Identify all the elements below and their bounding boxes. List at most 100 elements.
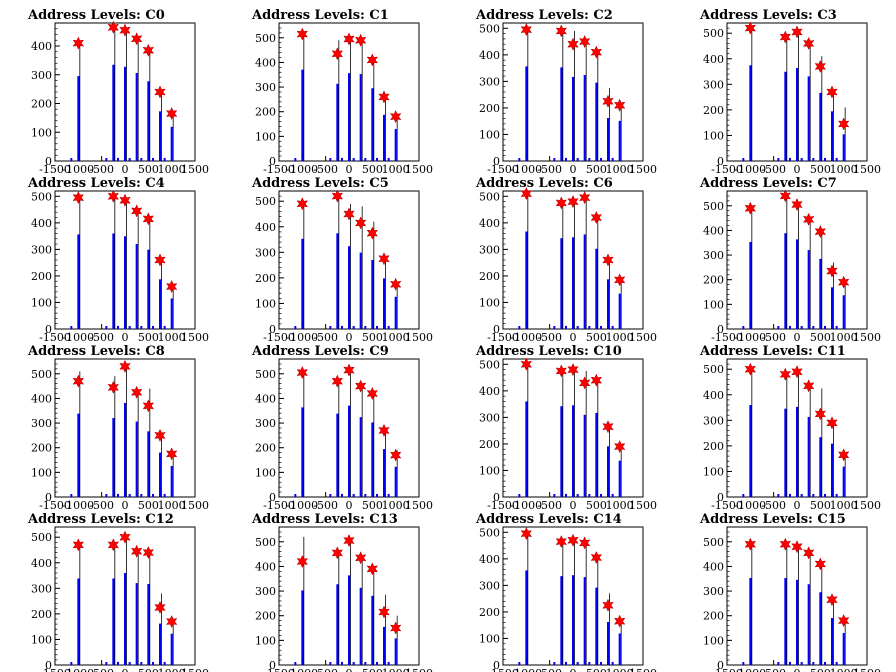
peak-star-marker (165, 614, 178, 629)
peak-star-marker (802, 36, 815, 51)
bar-stub (376, 494, 378, 497)
peak-star-marker (837, 117, 850, 131)
x-tick-label: -500 (89, 667, 114, 672)
bar (348, 405, 351, 497)
y-tick-label: 400 (479, 553, 500, 566)
peak-star-marker (602, 420, 614, 434)
bar-stub (117, 494, 119, 497)
bar (301, 407, 304, 497)
x-tick-label: 1500 (181, 667, 209, 672)
bar (359, 587, 362, 665)
peak-star-marker (107, 538, 120, 552)
bar-stub (117, 662, 119, 665)
peak-star-marker (814, 225, 827, 239)
bar-stub (105, 494, 108, 497)
x-tick-label: -1500 (487, 667, 519, 672)
bar-stub (600, 662, 602, 665)
bar (394, 466, 397, 497)
bar-stub (518, 158, 521, 161)
peak-star-marker (744, 201, 757, 215)
x-tick-label: 0 (122, 667, 129, 672)
x-tick-label: 500 (362, 499, 383, 512)
bar-stub (576, 326, 579, 329)
bar-stub (152, 662, 154, 665)
bar-stub (140, 158, 143, 161)
peak-star-marker (613, 273, 626, 287)
x-tick-label: -500 (537, 499, 562, 512)
bar (383, 278, 386, 329)
bar-stub (364, 326, 367, 329)
y-tick-label: 300 (479, 75, 500, 88)
peak-star-marker (578, 536, 591, 550)
y-tick-label: 500 (31, 190, 52, 203)
x-tick-label: 1500 (181, 163, 209, 176)
x-tick-label: -1000 (62, 163, 94, 176)
bar (159, 111, 162, 161)
chart-panel: Address Levels: C12 0 100 200 300 400 500 -1500… (27, 512, 209, 672)
bar (607, 279, 610, 329)
x-tick-label: 1000 (830, 331, 858, 344)
peak-star-marker (791, 197, 803, 212)
bar-stub (376, 662, 378, 665)
x-tick-label: 1000 (606, 163, 634, 176)
bar (749, 405, 752, 497)
bar (525, 66, 528, 161)
bar-stub (364, 158, 367, 161)
x-tick-label: 500 (362, 667, 383, 672)
bar (572, 405, 575, 497)
bar-stub (565, 662, 567, 665)
peak-star-marker (366, 562, 379, 576)
chart-title: Address Levels: C1 (251, 8, 389, 23)
bar-stub (352, 662, 355, 665)
x-tick-label: -1000 (286, 331, 318, 344)
peak-star-marker (296, 365, 309, 380)
bar (170, 298, 173, 329)
peak-star-marker (389, 110, 402, 124)
x-tick-label: 1000 (830, 667, 858, 672)
y-tick-label: 500 (255, 32, 276, 45)
bar (784, 578, 787, 665)
x-tick-label: 500 (138, 163, 159, 176)
bar (394, 638, 397, 665)
bar (124, 573, 127, 665)
x-tick-label: -1500 (711, 499, 743, 512)
bar (301, 69, 304, 161)
peak-star-marker (602, 598, 614, 612)
bar (796, 579, 799, 665)
x-tick-label: 0 (346, 667, 353, 672)
bar-stub (789, 494, 791, 497)
bar (583, 234, 586, 329)
peak-star-marker (555, 364, 568, 378)
bar (819, 437, 822, 497)
peak-star-marker (296, 554, 309, 569)
bar-stub (600, 494, 602, 497)
y-tick-label: 500 (255, 536, 276, 549)
bar (784, 408, 787, 497)
y-tick-label: 0 (717, 323, 724, 336)
bar-stub (576, 494, 579, 497)
bar-stub (800, 494, 803, 497)
peak-star-marker (130, 385, 143, 399)
x-tick-label: 500 (810, 163, 831, 176)
peak-star-marker (520, 23, 533, 37)
y-tick-label: 200 (31, 270, 52, 283)
bar-stub (376, 158, 378, 161)
bar-stub (576, 662, 579, 665)
bar-stub (70, 494, 73, 497)
chart-title: Address Levels: C0 (27, 8, 165, 23)
x-tick-label: 1500 (853, 331, 881, 344)
peak-star-marker (555, 196, 568, 210)
x-tick-label: 1500 (853, 163, 881, 176)
y-tick-label: 500 (255, 195, 276, 208)
x-tick-label: -500 (89, 163, 114, 176)
bar (348, 246, 351, 329)
y-tick-label: 300 (31, 243, 52, 256)
chart-title: Address Levels: C8 (27, 344, 165, 359)
x-tick-label: 1500 (181, 499, 209, 512)
y-tick-label: 500 (703, 200, 724, 213)
peak-star-marker (567, 533, 579, 547)
bar-stub (835, 662, 838, 665)
chart-panel: Address Levels: C50100200300400500-1500-… (251, 176, 433, 344)
